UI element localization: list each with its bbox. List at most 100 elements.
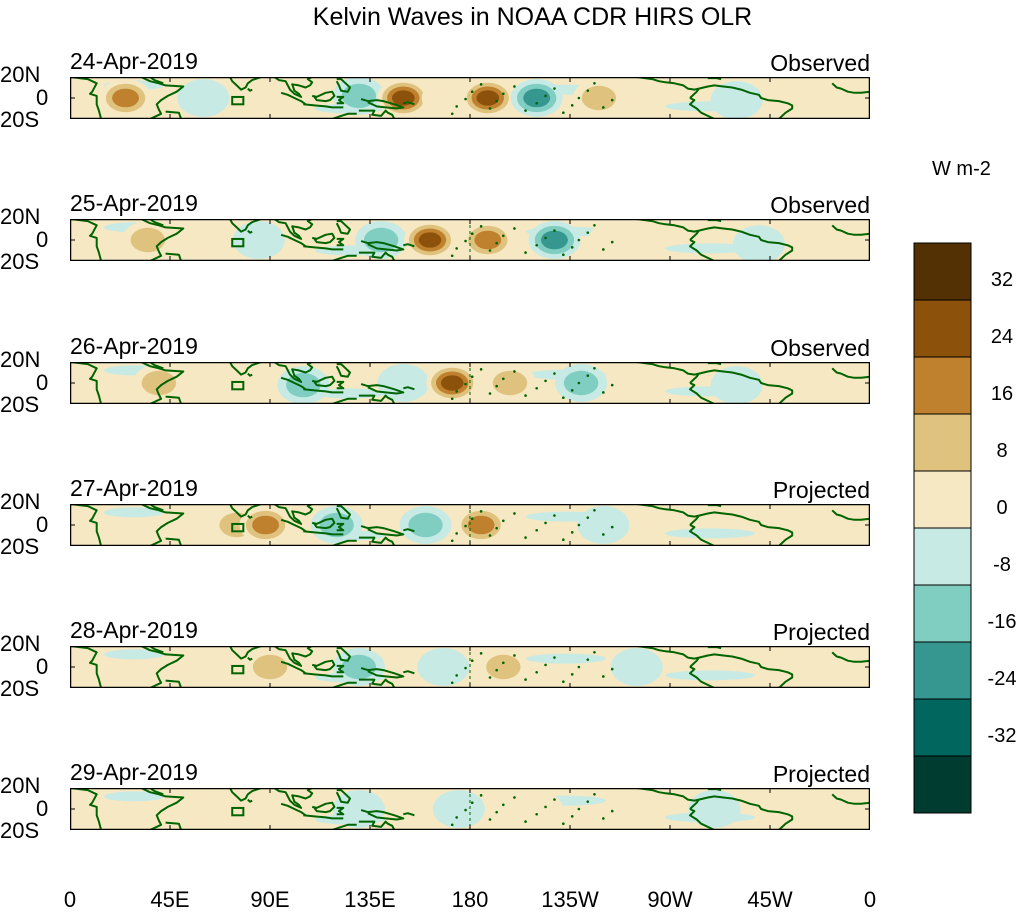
panel-date-label: 28-Apr-2019 [70, 617, 198, 643]
island-dot [502, 377, 505, 381]
negative-olr-anomaly [332, 790, 385, 828]
map-panel: 27-Apr-2019 Projected [70, 475, 870, 546]
coastline [229, 219, 262, 233]
coastline [247, 514, 253, 519]
island-dot [570, 673, 574, 676]
map-panel: 24-Apr-2019 Observed [70, 48, 870, 119]
coastline [273, 77, 314, 98]
map-panel: 26-Apr-2019 Observed [70, 333, 870, 404]
lon-tick-label: 90W [647, 887, 693, 912]
positive-olr-anomaly [588, 221, 641, 259]
lat-tick-label: 0 [36, 85, 49, 110]
coastline [689, 808, 715, 830]
colorbar-level-label: -24 [987, 668, 1017, 690]
coastline [280, 518, 307, 533]
lat-tick-label: 20S [0, 534, 40, 559]
lat-tick-label: 20N [0, 489, 41, 514]
island-dot [602, 817, 605, 820]
island-dot [455, 816, 458, 819]
reference-box [231, 664, 245, 675]
olr-anomaly-map [70, 362, 870, 404]
island-dot [586, 89, 590, 92]
island-dot [586, 658, 590, 661]
reference-box [231, 522, 245, 533]
coastline [165, 395, 183, 404]
negative-olr-anomaly [541, 230, 568, 250]
island-dot [553, 514, 556, 517]
olr-anomaly-map [70, 219, 870, 261]
coastline [331, 823, 357, 830]
island-dot [495, 810, 498, 814]
island-dot [488, 676, 492, 679]
coastline [403, 386, 415, 391]
island-dot [562, 680, 565, 683]
island-dot [470, 232, 474, 235]
lat-tick-label: 20S [0, 392, 40, 417]
island-dot [502, 661, 505, 665]
coastline [247, 372, 253, 377]
island-dot [502, 519, 505, 523]
coastline [831, 509, 870, 521]
coastline [303, 814, 344, 820]
positive-olr-anomaly [112, 88, 139, 108]
panel-status-label: Observed [770, 50, 870, 76]
coastline [280, 91, 307, 106]
island-dot [488, 249, 492, 252]
coastline [165, 679, 183, 688]
island-dot [593, 224, 596, 227]
island-dot [535, 243, 538, 247]
island-dot [513, 796, 516, 799]
coastline [403, 528, 415, 533]
island-dot [562, 253, 565, 256]
island-dot [524, 820, 527, 823]
island-dot [513, 512, 516, 515]
lon-tick-label: 0 [863, 887, 877, 912]
coastline [358, 820, 396, 830]
coastline [140, 77, 185, 119]
island-dot [535, 812, 538, 816]
lat-tick-label: 0 [36, 370, 49, 395]
island-dot [593, 367, 596, 370]
island-dot [593, 509, 596, 512]
island-dot [602, 391, 605, 394]
coastline [358, 109, 396, 119]
island-dot [455, 532, 458, 535]
coastline [70, 646, 103, 688]
coastline [331, 397, 357, 404]
coastline [303, 672, 344, 678]
positive-olr-anomaly [486, 654, 521, 680]
colorbar-level-label: -8 [993, 554, 1011, 576]
coastline [336, 664, 345, 674]
island-dot [577, 238, 581, 242]
lon-tick-label: 45W [747, 887, 793, 912]
coastline [689, 799, 700, 810]
coastline [70, 362, 103, 404]
island-dot [610, 525, 614, 529]
island-dot [464, 666, 467, 670]
island-dot [513, 370, 516, 373]
island-dot [464, 808, 467, 812]
coastline [140, 646, 185, 688]
colorbar-level-label: 8 [996, 440, 1008, 462]
island-dot [502, 803, 505, 807]
olr-anomaly-map [70, 788, 870, 830]
colorbar-level-label: 32 [990, 269, 1014, 291]
panel-status-label: Projected [772, 761, 870, 787]
coastline [140, 504, 185, 546]
island-dot [455, 247, 458, 250]
coastline [311, 375, 336, 388]
island-dot [553, 87, 556, 90]
coastline [70, 219, 103, 261]
colorbar-level-label: -16 [987, 611, 1017, 633]
island-dot [535, 528, 538, 532]
coastline [698, 226, 794, 261]
weak-anomaly-streak [665, 243, 755, 254]
coastline [831, 367, 870, 379]
coastline [336, 522, 345, 532]
lon-tick-label: 90E [250, 887, 290, 912]
island-dot [602, 533, 605, 536]
coastline [70, 788, 103, 830]
colorbar-level-label: 24 [990, 326, 1014, 348]
coastline [140, 219, 185, 261]
coastline [831, 793, 870, 805]
